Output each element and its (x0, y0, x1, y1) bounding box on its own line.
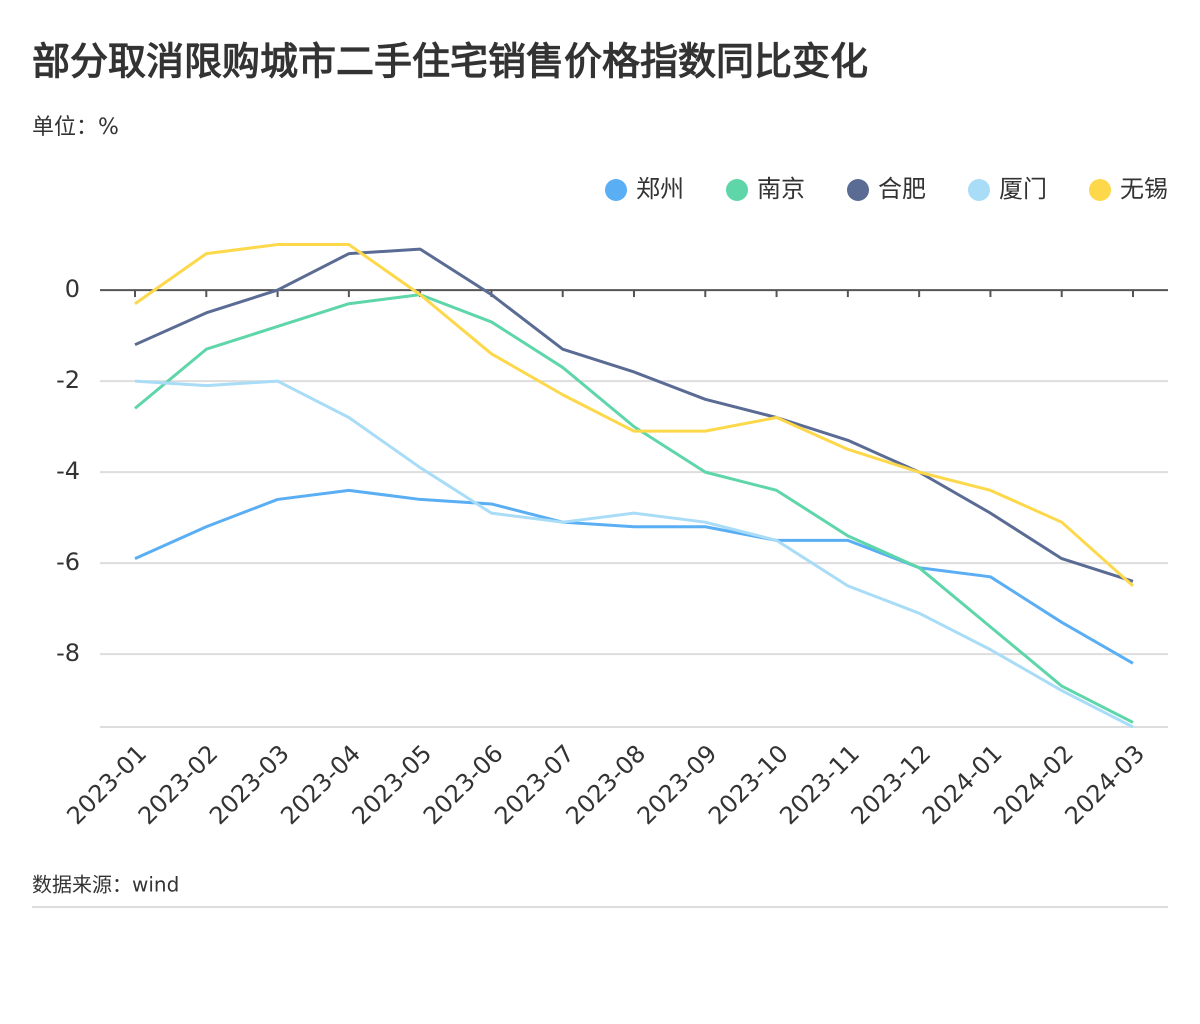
x-tick-label: 2024-03 (1059, 739, 1150, 830)
series-line (134, 247, 1134, 583)
y-tick-label: -8 (56, 639, 80, 667)
legend-label: 合肥 (878, 175, 926, 203)
y-tick-label: -4 (56, 457, 80, 485)
chart-title: 部分取消限购城市二手住宅销售价格指数同比变化 (32, 40, 868, 84)
series-line (134, 243, 1134, 588)
legend-marker (1089, 179, 1111, 201)
legend-label: 南京 (757, 175, 805, 203)
legend-label: 无锡 (1120, 175, 1168, 203)
legend-label: 厦门 (999, 175, 1047, 203)
legend-marker (605, 179, 627, 201)
series-line (134, 379, 1134, 729)
legend-marker (847, 179, 869, 201)
legend-label: 郑州 (636, 175, 684, 203)
y-tick-label: 0 (65, 275, 80, 303)
unit-label: 单位：% (32, 115, 119, 140)
y-tick-label: -2 (56, 366, 80, 394)
series-line (134, 293, 1134, 724)
y-tick-label: -6 (56, 548, 80, 576)
legend-marker (968, 179, 990, 201)
series-line (134, 488, 1134, 665)
source: 数据来源：wind (32, 873, 179, 897)
legend-marker (726, 179, 748, 201)
